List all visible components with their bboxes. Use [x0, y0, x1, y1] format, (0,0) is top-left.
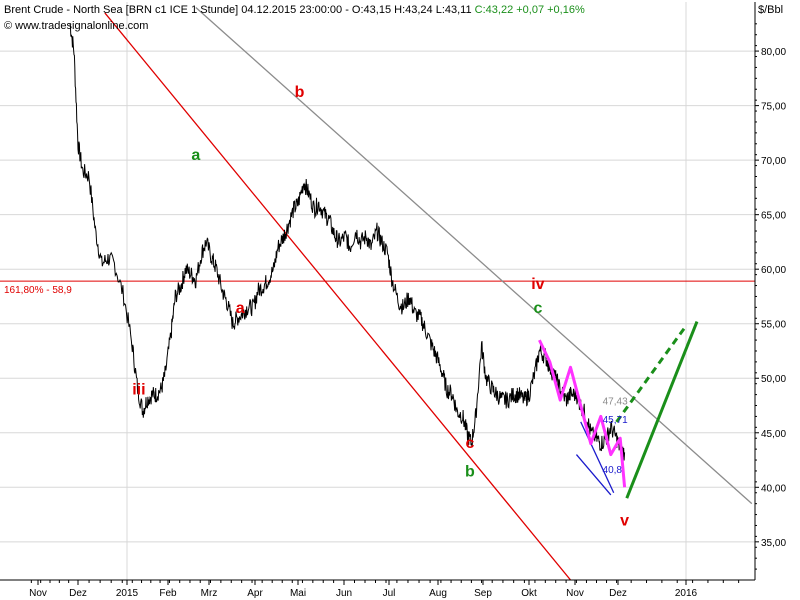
wave-label: c [533, 300, 542, 317]
wave-label: 47,43 [603, 396, 628, 407]
blue-wedge-upper [580, 421, 615, 494]
x-tick-label: Mrz [201, 588, 218, 599]
wave-label: b [465, 463, 475, 480]
x-tick-label: Dez [609, 588, 627, 599]
x-tick-label: Sep [474, 588, 492, 599]
x-tick-label: Okt [521, 588, 537, 599]
overlay-layer [0, 6, 755, 580]
wave-label: a [191, 147, 200, 164]
series-layer [69, 23, 627, 488]
x-tick-label: Aug [429, 588, 447, 599]
y-tick-label: 55,00 [761, 320, 786, 331]
green-projection-solid [625, 320, 699, 499]
x-tick-label: Dez [69, 588, 87, 599]
unit-label: $/Bbl [758, 4, 784, 16]
y-tick-label: 35,00 [761, 538, 786, 549]
change-value: C:43,22 +0,07 +0,16% [474, 4, 585, 16]
chart-header: Brent Crude - North Sea [BRN c1 ICE 1 St… [4, 4, 585, 16]
x-tick-label: 2015 [116, 588, 139, 599]
x-tick-label: Feb [159, 588, 177, 599]
source-credit: © www.tradesignalonline.com [4, 20, 149, 32]
wave-label: 40,8 [603, 465, 623, 476]
y-tick-label: 65,00 [761, 211, 786, 222]
wave-label: iii [132, 382, 145, 399]
wave-label: 45,71 [603, 415, 628, 426]
wave-label: c [465, 435, 474, 452]
x-tick-label: Jul [383, 588, 396, 599]
x-tick-label: Nov [29, 588, 47, 599]
magenta-wave [538, 339, 627, 488]
fib-label: 161,80% - 58,9 [4, 285, 72, 296]
wave-label: iv [531, 276, 544, 293]
red-channel [104, 12, 572, 580]
x-tick-label: Jun [336, 588, 352, 599]
x-tick-label: 2016 [675, 588, 698, 599]
gray-channel [195, 6, 753, 505]
green-projection-dashed [615, 325, 688, 423]
x-tick-label: Apr [247, 588, 263, 599]
y-tick-label: 50,00 [761, 374, 786, 385]
y-tick-label: 80,00 [761, 47, 786, 58]
y-tick-label: 75,00 [761, 102, 786, 113]
y-tick-label: 40,00 [761, 483, 786, 494]
instrument-title: Brent Crude - North Sea [BRN c1 ICE 1 St… [4, 4, 472, 16]
axis-layer: 35,00 40,00 45,00 50,00 55,00 60,00 65,00 70,00… [0, 2, 786, 599]
grid-layer [0, 2, 755, 580]
y-tick-label: 60,00 [761, 265, 786, 276]
x-tick-label: Mai [290, 588, 306, 599]
x-tick-label: Nov [566, 588, 584, 599]
wave-label: b [295, 84, 305, 101]
wave-label: v [620, 512, 629, 529]
wave-label: a [236, 300, 245, 317]
blue-wedge-lower [575, 454, 612, 496]
y-tick-label: 70,00 [761, 156, 786, 167]
y-tick-label: 45,00 [761, 429, 786, 440]
price-line [69, 23, 626, 461]
